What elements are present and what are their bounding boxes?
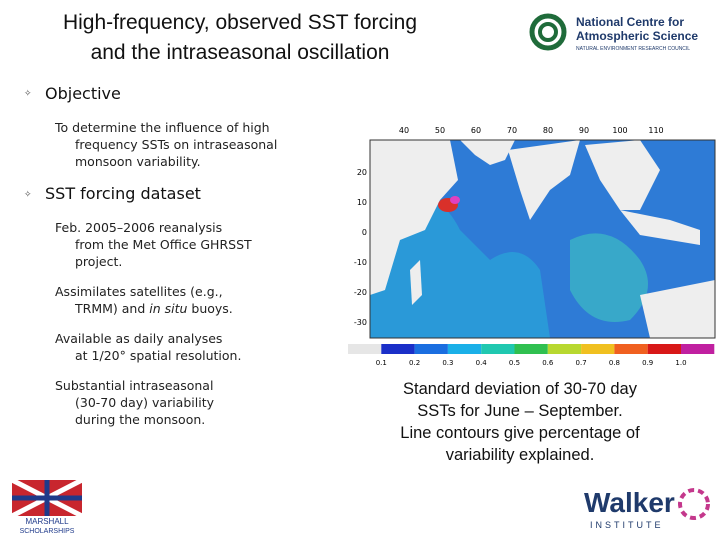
- lon-label: 60: [471, 126, 481, 135]
- bullet-icon: ✧: [24, 190, 32, 200]
- logo-text: National Centre for: [576, 15, 684, 29]
- colorbar-label: 0.8: [609, 359, 620, 367]
- colorbar-segment: [481, 344, 515, 354]
- map-land: [370, 140, 458, 295]
- colorbar-segment: [514, 344, 548, 354]
- colorbar-segment: [547, 344, 582, 354]
- text-line: Substantial intraseasonal: [55, 378, 214, 393]
- colorbar-segment: [414, 344, 448, 354]
- lon-label: 80: [543, 126, 553, 135]
- map-land: [620, 210, 700, 245]
- colorbar-label: 0.1: [376, 359, 387, 367]
- colorbar-label: 1.0: [675, 359, 686, 367]
- map-land: [410, 260, 422, 305]
- map-land: [508, 140, 580, 220]
- map-frame: [369, 139, 716, 339]
- map-land: [460, 140, 515, 165]
- text-line: from the Met Office GHRSST: [75, 237, 252, 252]
- marshall-logo: MARSHALL SCHOLARSHIPS: [10, 478, 84, 535]
- colorbar-label: 0.4: [476, 359, 488, 367]
- sub-item: Feb. 2005–2006 reanalysis from the Met O…: [55, 219, 252, 270]
- walker-logo: Walker INSTITUTE: [584, 487, 710, 530]
- caption-line: SSTs for June – September.: [417, 402, 623, 420]
- colorbar-segment: [447, 344, 482, 354]
- lon-label: 70: [507, 126, 517, 135]
- lat-label: 0: [362, 228, 367, 237]
- bullet-icon: ✧: [24, 89, 32, 99]
- sub-item: To determine the influence of high frequ…: [55, 119, 277, 170]
- text-line: project.: [75, 254, 123, 269]
- colorbar-segment: [581, 344, 615, 354]
- title-line: and the intraseasonal oscillation: [90, 41, 390, 64]
- lon-label: 40: [399, 126, 409, 135]
- text-line: monsoon variability.: [75, 154, 201, 169]
- title-line: High-frequency, observed SST forcing: [62, 11, 418, 34]
- lon-label: 90: [579, 126, 589, 135]
- logo-ring: [538, 22, 558, 42]
- bullet-heading: SST forcing dataset: [45, 184, 201, 203]
- bullet-heading: Objective: [45, 84, 121, 103]
- text-line: frequency SSTs on intraseasonal: [75, 137, 278, 152]
- sub-item: Available as daily analyses at 1/20° spa…: [55, 330, 241, 364]
- text-line: To determine the influence of high: [55, 120, 270, 135]
- lon-label: 50: [435, 126, 445, 135]
- colorbar-label: 0.5: [509, 359, 520, 367]
- caption-line: Standard deviation of 30-70 day: [403, 380, 637, 398]
- logo-flag-cross: [12, 480, 82, 516]
- lon-label: 110: [648, 126, 663, 135]
- slide-title: High-frequency, observed SST forcing and…: [0, 8, 480, 68]
- sub-item: Substantial intraseasonal (30-70 day) va…: [55, 377, 214, 428]
- caption: Standard deviation of 30-70 day SSTs for…: [350, 378, 690, 466]
- text-run: buoys.: [187, 301, 233, 316]
- logo-subtext: INSTITUTE: [590, 520, 664, 530]
- lat-label: -30: [354, 318, 367, 327]
- text-line: (30-70 day) variability: [75, 395, 214, 410]
- map-field: [570, 233, 648, 322]
- map-land: [640, 280, 715, 338]
- lon-label: 100: [612, 126, 627, 135]
- colorbar-segment: [647, 344, 681, 354]
- text-line: Available as daily analyses: [55, 331, 223, 346]
- lat-label: 10: [357, 198, 367, 207]
- text-italic: in situ: [149, 301, 188, 316]
- sub-item: Assimilates satellites (e.g., TRMM) and …: [55, 283, 233, 317]
- colorbar-segment: [381, 344, 415, 354]
- text-line: at 1/20° spatial resolution.: [75, 348, 242, 363]
- map-land: [585, 140, 660, 210]
- caption-line: Line contours give percentage of: [400, 424, 640, 442]
- lat-label: 20: [357, 168, 367, 177]
- colorbar-segment: [681, 344, 715, 354]
- colorbar-label: 0.2: [409, 359, 420, 367]
- text-line: during the monsoon.: [75, 412, 206, 427]
- caption-line: variability explained.: [445, 446, 595, 464]
- logo-text: Atmospheric Science: [576, 29, 698, 43]
- colorbar-label: 0.3: [442, 359, 453, 367]
- colorbar-segment: [348, 344, 382, 354]
- colorbar-label: 0.9: [642, 359, 653, 367]
- text-line: TRMM) and in situ buoys.: [55, 300, 233, 317]
- logo-text: Walker: [584, 487, 675, 518]
- lat-label: -20: [354, 288, 367, 297]
- lat-label: -10: [354, 258, 367, 267]
- text-line: Feb. 2005–2006 reanalysis: [55, 220, 223, 235]
- text-line: Assimilates satellites (e.g.,: [55, 284, 223, 299]
- text-run: TRMM) and: [75, 301, 150, 316]
- ncas-logo: National Centre for Atmospheric Science …: [529, 13, 698, 52]
- colorbar-segment: [614, 344, 648, 354]
- logo-ring: [529, 13, 567, 51]
- logo-swirl: [678, 488, 710, 520]
- logo-text: SCHOLARSHIPS: [20, 528, 75, 535]
- colorbar-label: 0.6: [542, 359, 554, 367]
- colorbar-label: 0.7: [576, 359, 587, 367]
- logo-subtext: NATURAL ENVIRONMENT RESEARCH COUNCIL: [576, 46, 690, 52]
- logo-text: MARSHALL: [25, 517, 69, 526]
- map-hotspot: [450, 196, 460, 204]
